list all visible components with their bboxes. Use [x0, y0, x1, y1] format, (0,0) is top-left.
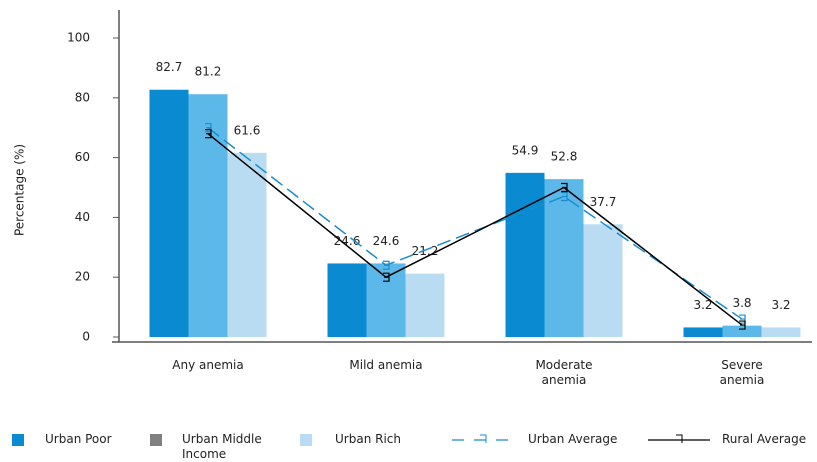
legend-swatch — [12, 434, 24, 446]
data-label: 52.8 — [551, 150, 578, 164]
data-label: 37.7 — [590, 195, 617, 209]
y-tick-label: 40 — [75, 210, 90, 224]
bar — [505, 172, 545, 337]
data-label: 21.2 — [412, 244, 439, 258]
legend-marker — [676, 434, 683, 443]
legend-label: Urban Middle Income — [182, 432, 262, 461]
data-label: 81.2 — [195, 65, 222, 79]
data-label: 54.9 — [512, 143, 539, 157]
bar — [722, 325, 762, 337]
bar — [366, 263, 406, 337]
legend-swatch — [300, 434, 312, 446]
line-marker — [561, 182, 568, 193]
bar — [544, 179, 584, 337]
y-tick-label: 60 — [75, 150, 90, 164]
line-marker — [205, 129, 212, 139]
line-series — [207, 133, 743, 326]
data-label: 3.8 — [732, 296, 751, 310]
data-label: 3.2 — [771, 298, 790, 312]
data-label: 82.7 — [156, 60, 183, 74]
y-tick-label: 80 — [75, 90, 90, 104]
line-marker — [383, 272, 390, 282]
bar — [227, 152, 267, 337]
legend-label: Rural Average — [722, 432, 807, 446]
x-tick-label: Moderate anemia — [535, 358, 593, 387]
x-tick-label: Severe anemia — [719, 358, 765, 387]
x-tick-label: Mild anemia — [349, 358, 423, 372]
bar — [683, 327, 723, 337]
bar — [405, 273, 445, 337]
y-tick-label: 0 — [82, 330, 90, 344]
bar — [761, 327, 801, 337]
bar — [149, 89, 189, 338]
y-tick-label: 20 — [75, 270, 90, 284]
legend-label: Urban Poor — [45, 432, 112, 446]
y-tick-label: 100 — [67, 31, 90, 45]
line-marker — [205, 123, 212, 133]
data-label: 3.2 — [693, 298, 712, 312]
data-label: 61.6 — [234, 123, 261, 137]
line-marker — [739, 314, 746, 324]
line-marker — [561, 191, 568, 202]
legend-label: Urban Rich — [335, 432, 401, 446]
x-tick-label: Any anemia — [172, 358, 244, 372]
legend-marker — [480, 434, 487, 443]
data-label: 24.6 — [373, 234, 400, 248]
y-axis-label: Percentage (%) — [13, 144, 27, 236]
line-series — [207, 127, 743, 320]
line-marker — [383, 260, 390, 270]
data-label: 24.6 — [334, 234, 361, 248]
bar — [327, 263, 367, 337]
legend-label: Urban Average — [528, 432, 618, 446]
bar — [583, 224, 623, 337]
bar — [188, 94, 228, 337]
line-marker — [739, 320, 746, 330]
legend-swatch — [150, 434, 162, 446]
